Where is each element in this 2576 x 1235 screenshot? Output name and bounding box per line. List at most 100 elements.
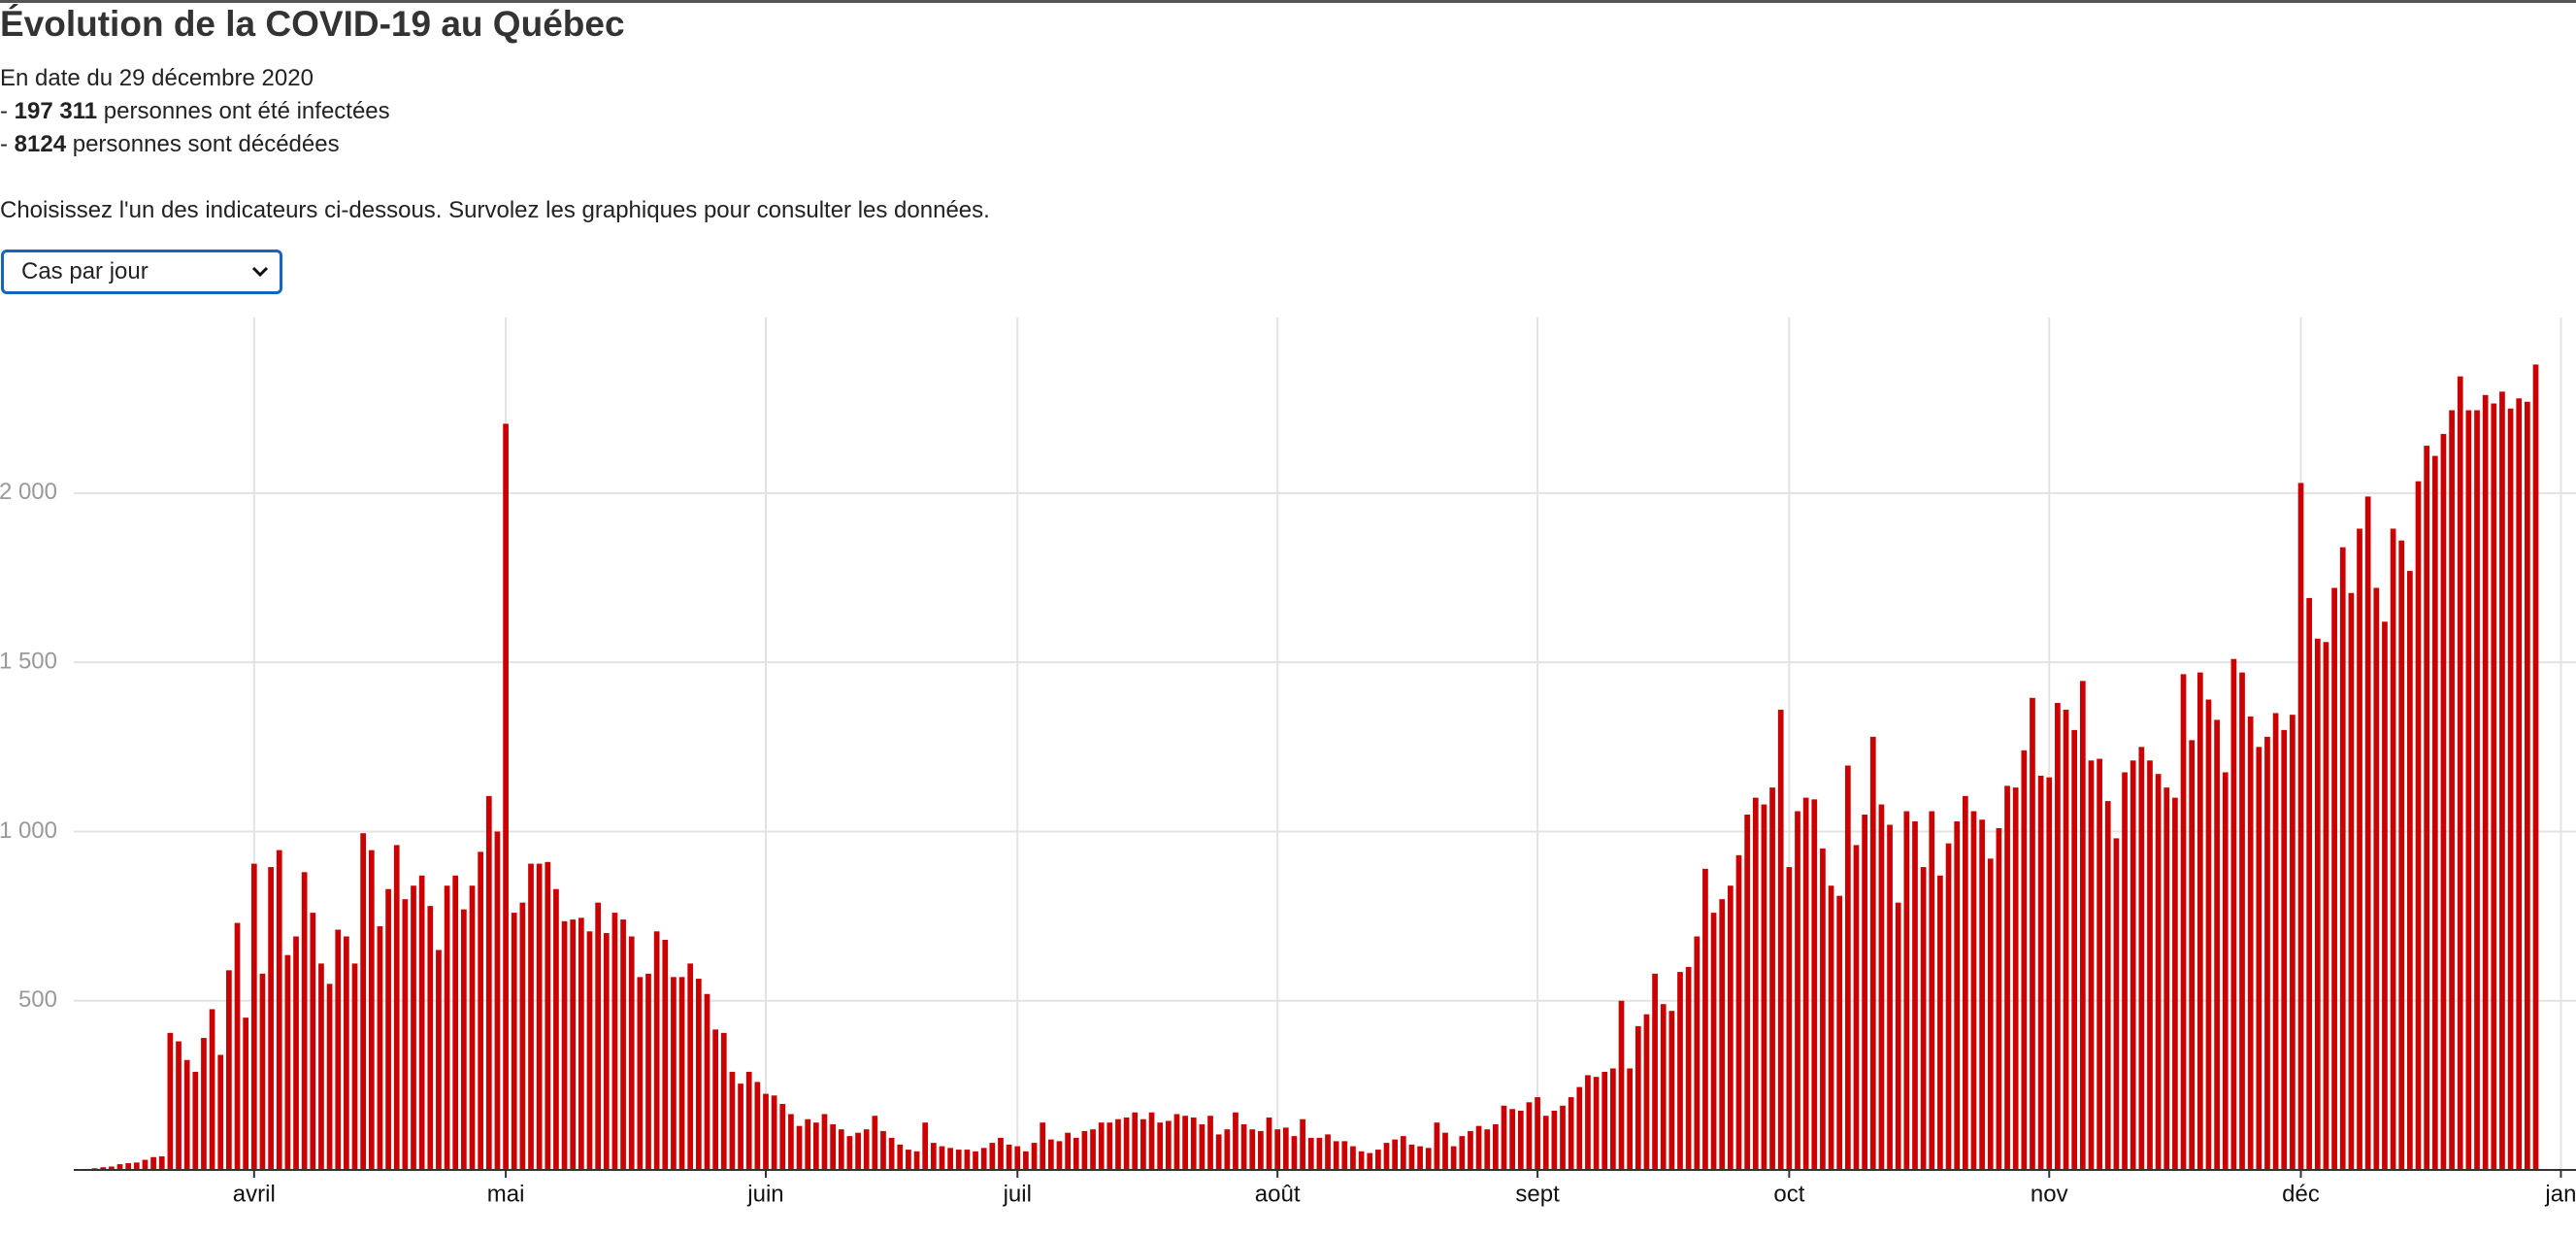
bar: [351, 963, 358, 1170]
bar: [779, 1104, 786, 1170]
bar: [586, 931, 593, 1170]
bar: [1392, 1139, 1399, 1170]
bar: [1098, 1122, 1105, 1170]
bar: [973, 1151, 978, 1170]
bar: [1820, 848, 1826, 1170]
bar: [1165, 1120, 1172, 1170]
bar: [1627, 1068, 1633, 1170]
bar: [1148, 1112, 1155, 1170]
bar: [1341, 1141, 1348, 1170]
x-tick-label: août: [1255, 1181, 1301, 1207]
bar: [1434, 1122, 1440, 1170]
bar: [611, 913, 618, 1170]
y-tick-label: 2 000: [0, 479, 57, 505]
bar: [2491, 403, 2497, 1170]
bar: [1182, 1116, 1188, 1170]
bar: [2030, 697, 2035, 1170]
bar: [1643, 1014, 1650, 1170]
bar: [318, 963, 324, 1170]
select-arrow: [251, 266, 269, 278]
bar: [2525, 401, 2530, 1171]
bar: [461, 909, 467, 1170]
bar: [2256, 747, 2262, 1170]
bar: [1014, 1146, 1021, 1170]
bar: [2297, 483, 2304, 1171]
bar: [142, 1159, 149, 1170]
bar: [1517, 1111, 1524, 1170]
bar: [830, 1123, 836, 1170]
bar: [687, 963, 694, 1170]
bar: [2230, 658, 2237, 1170]
bar: [2323, 642, 2329, 1170]
bar: [2331, 587, 2337, 1170]
bar: [930, 1143, 937, 1170]
bar: [444, 885, 450, 1170]
bar: [2104, 801, 2111, 1170]
bar: [1316, 1137, 1323, 1170]
bar: [2180, 674, 2187, 1170]
bar: [863, 1129, 870, 1170]
bar: [1652, 973, 1658, 1170]
bar: [2339, 547, 2346, 1170]
bar: [494, 831, 501, 1170]
bar: [393, 845, 400, 1170]
bar: [2431, 455, 2438, 1170]
bar: [745, 1071, 752, 1170]
bar: [1802, 797, 1809, 1170]
bar: [1450, 1146, 1457, 1170]
indicator-select[interactable]: Cas par jour: [1, 250, 282, 294]
bar: [2364, 496, 2371, 1170]
bar: [1140, 1118, 1146, 1170]
bar: [2373, 587, 2380, 1170]
bar: [2122, 772, 2128, 1170]
bar: [1668, 1011, 1675, 1170]
bar: [452, 875, 459, 1170]
bar: [2281, 729, 2288, 1170]
bar: [653, 931, 660, 1170]
x-tick-label: jan: [2544, 1181, 2576, 1207]
bar: [980, 1148, 987, 1170]
bar: [796, 1125, 803, 1170]
bar: [1710, 913, 1717, 1170]
bar: [2398, 540, 2405, 1170]
bar: [536, 863, 543, 1170]
bar: [360, 833, 367, 1170]
bar: [1752, 797, 1759, 1170]
bar: [250, 863, 257, 1170]
bar: [1853, 845, 1860, 1170]
bar: [1677, 972, 1683, 1170]
bar: [812, 1122, 819, 1170]
bar: [2205, 699, 2212, 1170]
bar: [553, 888, 559, 1170]
bar: [2046, 777, 2053, 1170]
bar: [1408, 1144, 1415, 1170]
bar: [2063, 709, 2069, 1170]
bar: [1282, 1127, 1289, 1170]
bar: [1106, 1122, 1113, 1170]
bar: [720, 1032, 727, 1170]
bar: [2507, 408, 2514, 1170]
bar: [1073, 1137, 1079, 1170]
bar: [268, 867, 274, 1170]
bar: [1920, 867, 1927, 1170]
bar: [2012, 787, 2019, 1170]
bar: [116, 1164, 123, 1170]
x-tick-label: juin: [746, 1181, 783, 1207]
bar: [1375, 1150, 1381, 1170]
bar: [2071, 729, 2078, 1170]
bar: [662, 939, 669, 1170]
select-value: Cas par jour: [21, 258, 149, 284]
bar: [2239, 672, 2245, 1170]
bar: [1484, 1129, 1491, 1170]
bar: [2196, 672, 2203, 1170]
bar: [1224, 1129, 1231, 1170]
bar: [913, 1151, 920, 1170]
bar: [418, 875, 425, 1170]
bar: [125, 1163, 132, 1170]
bar: [771, 1095, 777, 1170]
bar: [2037, 775, 2044, 1170]
bar: [2465, 410, 2472, 1170]
bar: [1207, 1116, 1213, 1170]
bar: [578, 918, 584, 1170]
bullet: -: [0, 131, 8, 157]
